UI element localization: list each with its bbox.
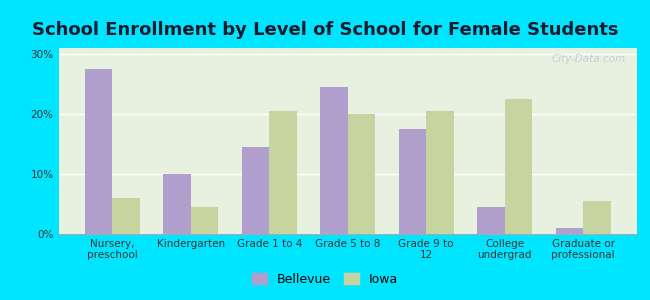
Bar: [190, 207, 218, 234]
Bar: [556, 228, 583, 234]
Text: School Enrollment by Level of School for Female Students: School Enrollment by Level of School for…: [32, 21, 618, 39]
Bar: [426, 111, 454, 234]
Bar: [505, 99, 532, 234]
Bar: [112, 198, 140, 234]
Legend: Bellevue, Iowa: Bellevue, Iowa: [247, 268, 403, 291]
Bar: [320, 87, 348, 234]
Bar: [269, 111, 297, 234]
Bar: [242, 147, 269, 234]
Text: City-Data.com: City-Data.com: [551, 54, 625, 64]
Bar: [398, 129, 426, 234]
Bar: [84, 69, 112, 234]
Bar: [583, 201, 611, 234]
Bar: [477, 207, 505, 234]
Bar: [348, 114, 375, 234]
Bar: [163, 174, 190, 234]
